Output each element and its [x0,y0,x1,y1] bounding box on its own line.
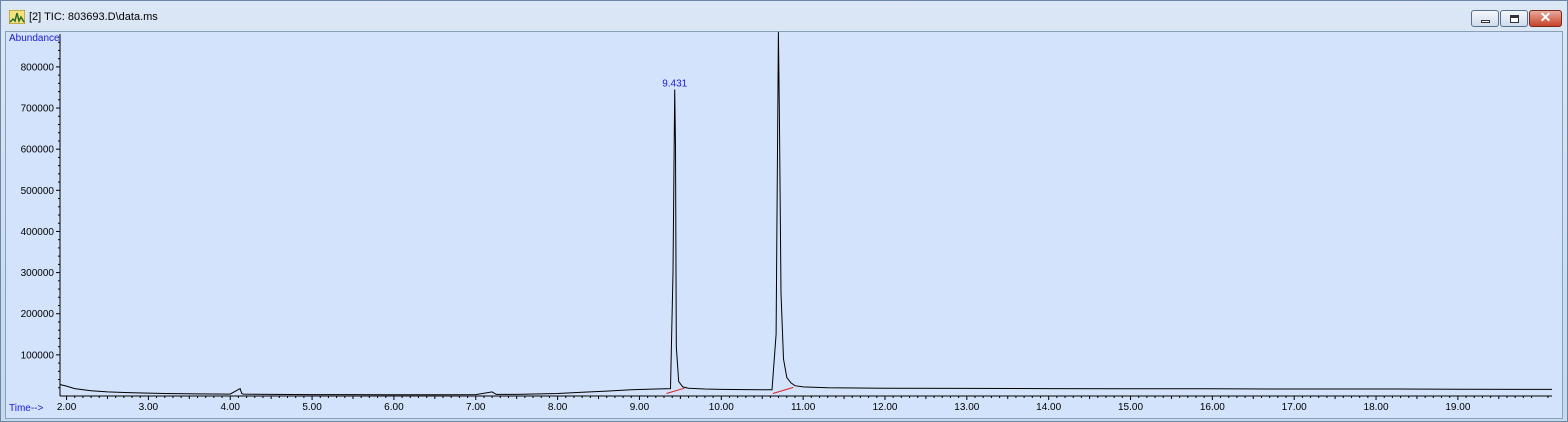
minimize-button[interactable] [1471,10,1499,27]
integration-baseline [772,386,794,395]
minimize-icon [1481,20,1490,23]
maximize-icon [1510,15,1519,23]
y-tick-label: 100000 [21,350,55,361]
x-tick-label: 19.00 [1445,402,1470,413]
x-tick-label: 13.00 [954,402,979,413]
y-tick-label: 200000 [21,309,55,320]
close-button[interactable]: ✕ [1529,9,1562,27]
close-icon: ✕ [1539,9,1552,25]
y-axis-label: Abundance [9,33,60,44]
maximize-button[interactable] [1500,10,1528,27]
y-tick-label: 300000 [21,268,55,279]
chart-marks: 9.431 10.698 [59,30,1553,396]
x-tick-label: 3.00 [139,402,159,413]
y-tick-label: 600000 [21,145,55,156]
x-tick-label: 8.00 [548,402,568,413]
x-tick-label: 12.00 [872,402,897,413]
x-axis-label: Time--> [9,403,44,414]
x-tick-label: 17.00 [1282,402,1307,413]
integration-baseline [666,387,685,395]
y-tick-label: 800000 [21,62,55,73]
chromatogram-chart: 100000 200000 300000 400000 500000 600000 7000… [9,30,1553,414]
y-tick-label: 500000 [21,186,55,197]
y-tick-label: 400000 [21,227,55,238]
chart-axes: 100000 200000 300000 400000 500000 600000 7000… [9,33,1552,414]
x-tick-label: 15.00 [1118,402,1143,413]
tic-trace-line [59,31,1553,396]
title-bar[interactable]: [2] TIC: 803693.D\data.ms ✕ [1,1,1567,31]
y-tick-label: 700000 [21,104,55,115]
plot-area [5,31,1563,419]
window-title: [2] TIC: 803693.D\data.ms [29,11,158,23]
x-tick-label: 9.00 [630,402,650,413]
peak-label: 10.698 [763,30,794,32]
x-tick-label: 2.00 [57,402,77,413]
x-tick-label: 11.00 [791,402,816,413]
peak-label: 9.431 [662,79,687,90]
x-tick-label: 5.00 [302,402,322,413]
x-tick-label: 7.00 [466,402,486,413]
x-tick-label: 14.00 [1036,402,1061,413]
x-tick-label: 16.00 [1200,402,1225,413]
x-tick-label: 18.00 [1364,402,1389,413]
x-tick-label: 4.00 [220,402,240,413]
x-tick-label: 6.00 [384,402,404,413]
chromatogram-app-icon [9,10,25,24]
x-tick-label: 10.00 [709,402,734,413]
